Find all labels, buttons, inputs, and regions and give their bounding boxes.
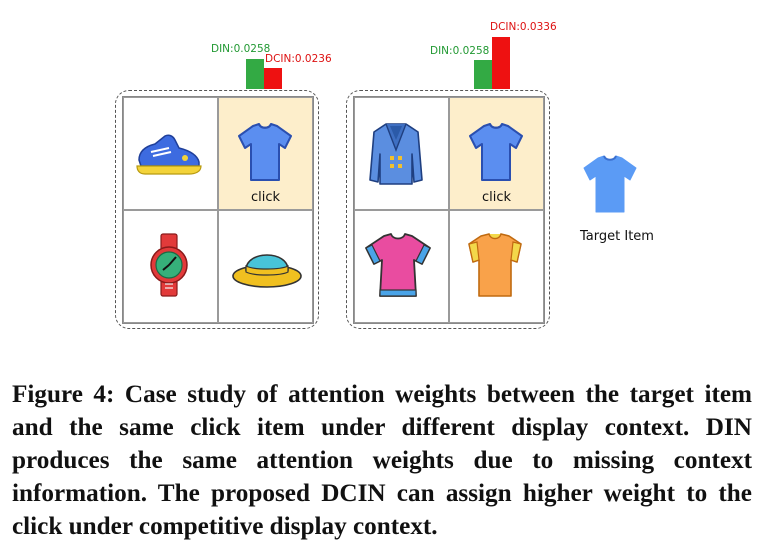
tshirt-blue-icon [238,123,292,181]
right-din-bar [474,60,492,89]
left-dcin-label: DCIN:0.0236 [265,53,332,65]
left-dcin-bar [264,68,282,89]
right-din-label: DIN:0.0258 [430,45,490,57]
target-item-icon [583,155,637,213]
right-dcin-bar [492,37,510,89]
left-cell-4 [218,210,313,323]
sneaker-icon [136,134,202,175]
tshirt-pink-icon [365,233,431,297]
right-dcin-label: DCIN:0.0336 [490,21,557,33]
right-click-label: click [481,190,512,205]
right-cell-4 [449,210,544,323]
watch-icon [150,233,188,297]
hat-icon [232,254,302,288]
right-cell-3 [354,210,449,323]
left-panel [115,90,319,329]
left-cell-1 [123,97,218,210]
target-item-label: Target Item [580,229,654,244]
figure-caption: Figure 4: Case study of attention weight… [12,381,752,540]
tshirt-orange-icon [468,233,522,297]
blazer-icon [369,123,423,185]
left-din-bar [246,59,264,89]
left-click-label: click [250,190,281,205]
left-cell-3 [123,210,218,323]
left-din-label: DIN:0.0258 [211,43,271,55]
right-cell-1 [354,97,449,210]
right-panel [346,90,550,329]
tshirt-blue-icon [469,123,523,181]
